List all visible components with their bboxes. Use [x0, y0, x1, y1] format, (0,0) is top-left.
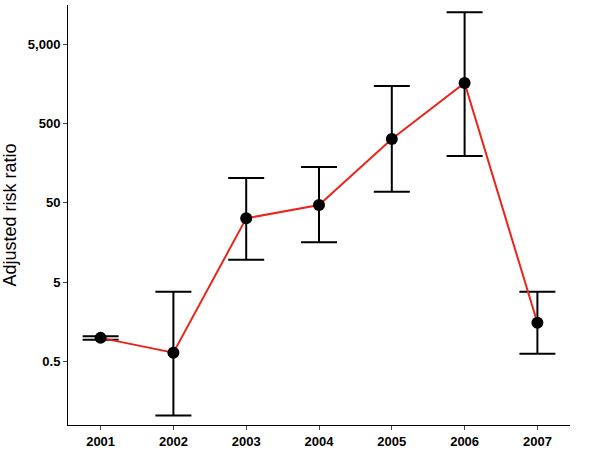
svg-text:Adjusted risk ratio: Adjusted risk ratio	[0, 143, 20, 286]
svg-text:2001: 2001	[86, 434, 115, 449]
svg-text:2002: 2002	[159, 434, 188, 449]
svg-text:2007: 2007	[523, 434, 552, 449]
svg-text:2006: 2006	[450, 434, 479, 449]
svg-text:50: 50	[46, 195, 60, 210]
svg-text:2004: 2004	[305, 434, 335, 449]
svg-text:500: 500	[39, 116, 61, 131]
svg-text:0.5: 0.5	[42, 354, 60, 369]
svg-text:2003: 2003	[232, 434, 261, 449]
svg-text:2005: 2005	[377, 434, 406, 449]
svg-text:5: 5	[53, 275, 60, 290]
svg-text:5,000: 5,000	[28, 37, 61, 52]
